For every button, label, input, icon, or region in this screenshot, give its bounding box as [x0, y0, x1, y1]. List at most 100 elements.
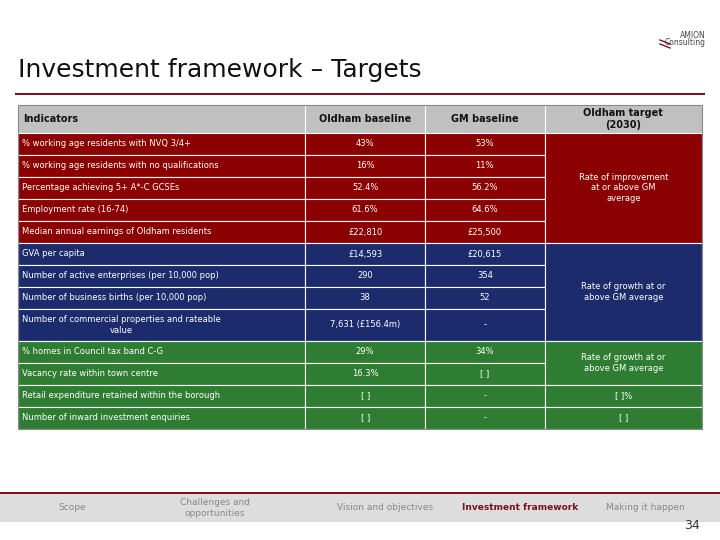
Bar	[18, 221, 305, 243]
Bar	[544, 243, 702, 341]
Bar	[18, 105, 702, 429]
Bar	[425, 287, 544, 309]
Bar	[0, 494, 720, 522]
Bar	[305, 105, 425, 133]
Text: Rate of growth at or
above GM average: Rate of growth at or above GM average	[581, 353, 665, 373]
Bar	[425, 407, 544, 429]
Bar	[305, 407, 425, 429]
Text: % working age residents with NVQ 3/4+: % working age residents with NVQ 3/4+	[22, 139, 191, 148]
Bar	[425, 341, 544, 363]
Bar	[305, 155, 425, 177]
Bar	[18, 363, 305, 385]
Text: [ ]: [ ]	[618, 414, 628, 422]
Bar	[425, 105, 544, 133]
Text: 16%: 16%	[356, 161, 374, 171]
Text: [ ]: [ ]	[361, 414, 370, 422]
Text: % homes in Council tax band C-G: % homes in Council tax band C-G	[22, 348, 163, 356]
Text: GM baseline: GM baseline	[451, 114, 518, 124]
Text: Investment framework – Targets: Investment framework – Targets	[18, 58, 422, 82]
Text: 38: 38	[360, 294, 371, 302]
Bar	[544, 105, 702, 133]
Bar	[18, 105, 305, 133]
Text: Oldham target
(2030): Oldham target (2030)	[583, 108, 663, 130]
Bar	[0, 491, 720, 494]
Text: Indicators: Indicators	[23, 114, 78, 124]
Text: Rate of improvement
at or above GM
average: Rate of improvement at or above GM avera…	[579, 173, 668, 203]
Text: 56.2%: 56.2%	[472, 184, 498, 192]
Text: 34%: 34%	[475, 348, 494, 356]
Text: Number of active enterprises (per 10,000 pop): Number of active enterprises (per 10,000…	[22, 272, 219, 280]
Text: Number of commercial properties and rateable
value: Number of commercial properties and rate…	[22, 315, 221, 335]
Text: Retail expenditure retained within the borough: Retail expenditure retained within the b…	[22, 392, 220, 401]
Text: 52: 52	[480, 294, 490, 302]
Text: [ ]%: [ ]%	[615, 392, 632, 401]
Text: Consulting: Consulting	[665, 38, 706, 47]
Text: 354: 354	[477, 272, 492, 280]
Text: Number of inward investment enquiries: Number of inward investment enquiries	[22, 414, 190, 422]
Bar	[425, 385, 544, 407]
Text: Scope: Scope	[58, 503, 86, 512]
Text: 43%: 43%	[356, 139, 374, 148]
Text: Oldham baseline: Oldham baseline	[319, 114, 411, 124]
Bar	[305, 265, 425, 287]
Text: % working age residents with no qualifications: % working age residents with no qualific…	[22, 161, 219, 171]
Text: GVA per capita: GVA per capita	[22, 249, 85, 259]
Text: £25,500: £25,500	[468, 227, 502, 237]
Text: 29%: 29%	[356, 348, 374, 356]
Text: 52.4%: 52.4%	[352, 184, 378, 192]
Bar	[18, 199, 305, 221]
Text: Challenges and
opportunities: Challenges and opportunities	[180, 498, 250, 518]
Bar	[425, 199, 544, 221]
Bar	[18, 385, 305, 407]
Bar	[305, 243, 425, 265]
Text: £22,810: £22,810	[348, 227, 382, 237]
Bar	[425, 265, 544, 287]
Bar	[18, 155, 305, 177]
Text: 290: 290	[357, 272, 373, 280]
Text: 61.6%: 61.6%	[352, 206, 379, 214]
Text: Vision and objectives: Vision and objectives	[337, 503, 433, 512]
Bar	[425, 221, 544, 243]
Text: Rate of growth at or
above GM average: Rate of growth at or above GM average	[581, 282, 665, 302]
Text: -: -	[483, 414, 486, 422]
Text: Number of business births (per 10,000 pop): Number of business births (per 10,000 po…	[22, 294, 207, 302]
Text: Median annual earnings of Oldham residents: Median annual earnings of Oldham residen…	[22, 227, 212, 237]
Text: -: -	[483, 392, 486, 401]
Bar	[18, 133, 305, 155]
Bar	[18, 287, 305, 309]
Bar	[425, 177, 544, 199]
Bar	[15, 92, 705, 95]
Bar	[18, 177, 305, 199]
Text: £14,593: £14,593	[348, 249, 382, 259]
Text: [ ]: [ ]	[361, 392, 370, 401]
Bar	[425, 133, 544, 155]
Bar	[305, 309, 425, 341]
Bar	[544, 133, 702, 243]
Bar	[18, 407, 305, 429]
Bar	[18, 341, 305, 363]
Bar	[305, 385, 425, 407]
Bar	[305, 287, 425, 309]
Bar	[305, 133, 425, 155]
Text: 53%: 53%	[475, 139, 494, 148]
Text: 16.3%: 16.3%	[352, 369, 379, 379]
Bar	[305, 341, 425, 363]
Text: Percentage achieving 5+ A*-C GCSEs: Percentage achieving 5+ A*-C GCSEs	[22, 184, 179, 192]
Text: £20,615: £20,615	[468, 249, 502, 259]
Bar	[425, 309, 544, 341]
Text: 64.6%: 64.6%	[472, 206, 498, 214]
Bar	[425, 155, 544, 177]
Bar	[544, 385, 702, 407]
Bar	[305, 221, 425, 243]
Text: AMION: AMION	[680, 31, 706, 40]
Text: Employment rate (16-74): Employment rate (16-74)	[22, 206, 128, 214]
Text: Investment framework: Investment framework	[462, 503, 578, 512]
Bar	[305, 199, 425, 221]
Bar	[425, 243, 544, 265]
Bar	[544, 341, 702, 385]
Text: 7,631 (£156.4m): 7,631 (£156.4m)	[330, 321, 400, 329]
Bar	[18, 243, 305, 265]
Bar	[544, 407, 702, 429]
Bar	[18, 265, 305, 287]
Text: Vacancy rate within town centre: Vacancy rate within town centre	[22, 369, 158, 379]
